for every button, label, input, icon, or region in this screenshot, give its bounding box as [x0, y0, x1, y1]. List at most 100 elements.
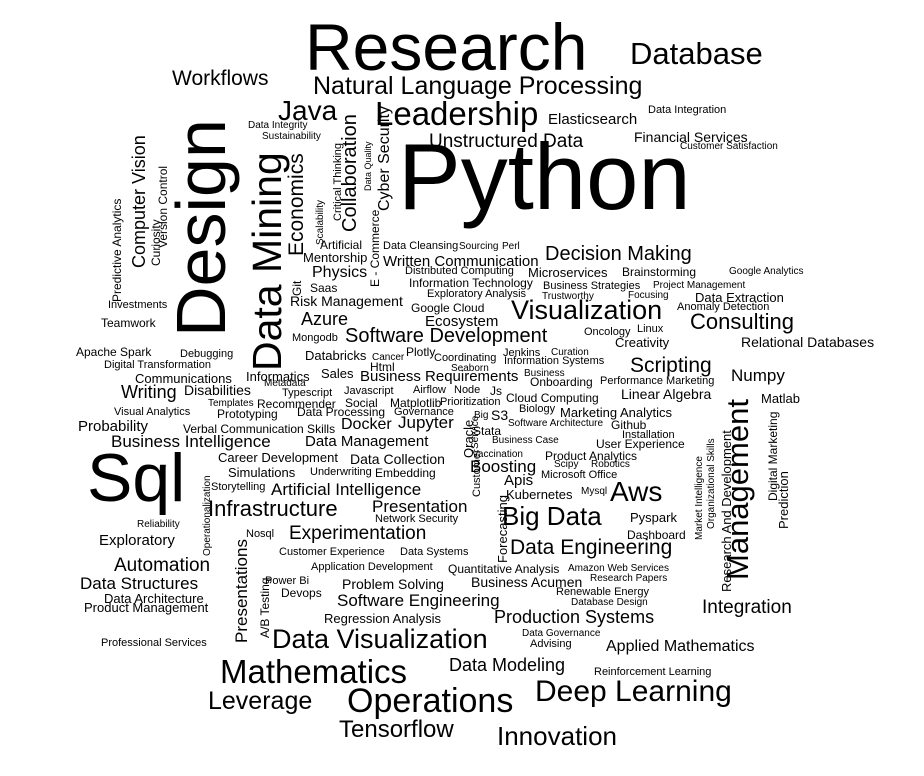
cloud-word: Problem Solving [342, 576, 444, 592]
cloud-word: Financial Services [634, 129, 748, 145]
cloud-word: Applied Mathematics [606, 638, 755, 655]
cloud-word: S3 [491, 407, 509, 423]
cloud-word: Application Development [311, 561, 433, 573]
cloud-word: Curiosity [149, 219, 163, 266]
cloud-word: Database Design [571, 597, 648, 608]
cloud-word: Templates [208, 398, 254, 409]
cloud-word: Quantitative Analysis [448, 562, 560, 576]
cloud-word: Mathematics [220, 653, 408, 690]
cloud-word: Physics [312, 264, 368, 281]
cloud-word: Cloud Computing [506, 391, 599, 405]
cloud-word: Underwriting [310, 466, 372, 478]
cloud-word: Customer Satisfaction [680, 141, 778, 152]
cloud-word: Apache Spark [76, 345, 152, 359]
cloud-word: Communications [135, 371, 232, 386]
cloud-word: Cancer [372, 352, 405, 363]
cloud-word: Pyspark [630, 510, 677, 525]
cloud-word: Sales [321, 366, 354, 381]
cloud-word: Software Development [345, 325, 548, 347]
cloud-word: Airflow [413, 384, 447, 396]
cloud-word: Sourcing [459, 241, 499, 252]
cloud-word: Deep Learning [535, 675, 732, 708]
cloud-word: Leadership [375, 95, 539, 132]
cloud-word: Visual Analytics [114, 406, 191, 418]
cloud-word: Sql [87, 440, 186, 516]
cloud-word: Customer Experience [279, 546, 385, 558]
cloud-word: Decision Making [545, 243, 692, 265]
cloud-word: Storytelling [211, 481, 266, 493]
cloud-word: Automation [114, 555, 211, 576]
cloud-word: Software Engineering [337, 591, 500, 610]
cloud-word: Power Bi [265, 575, 310, 587]
cloud-word: Boosting [470, 457, 537, 476]
cloud-word: Github [611, 418, 647, 432]
cloud-word: Production Systems [494, 607, 655, 627]
cloud-word: Aws [610, 476, 663, 507]
cloud-word: Microservices [528, 265, 608, 280]
cloud-word: Research [305, 10, 588, 84]
cloud-word: Relational Databases [741, 334, 875, 350]
cloud-word: Google Analytics [729, 266, 804, 277]
cloud-word: Biology [519, 403, 556, 415]
cloud-word: Numpy [731, 366, 785, 385]
cloud-word: Python [398, 124, 691, 229]
cloud-word: Research And Development [719, 430, 734, 592]
cloud-word: Career Development [218, 450, 338, 465]
cloud-word: Data Mining [244, 152, 290, 371]
cloud-word: Data Collection [350, 451, 445, 467]
cloud-word: Computer Vision [129, 135, 149, 268]
cloud-word: Data Governance [522, 628, 601, 639]
cloud-word: Vaccination [472, 449, 523, 460]
cloud-word: Data Extraction [695, 290, 784, 305]
cloud-word: Anomaly Detection [677, 301, 770, 313]
cloud-word: Exploratory Analysis [427, 288, 527, 300]
cloud-word: Business Strategies [543, 280, 641, 292]
cloud-word: Metadata [264, 378, 306, 389]
cloud-word: Informatics [246, 369, 310, 384]
cloud-word: Data Management [305, 433, 429, 450]
cloud-word: Stata [473, 424, 502, 438]
cloud-word: Business Acumen [471, 574, 583, 590]
cloud-word: Elasticsearch [548, 111, 638, 128]
cloud-word: Mysql [581, 486, 608, 497]
cloud-word: Sustainability [262, 131, 321, 142]
cloud-word: Cyber Security [376, 106, 393, 211]
cloud-word: Mentorship [303, 250, 368, 265]
cloud-word: Focusing [628, 290, 669, 301]
cloud-word: Distributed Computing [405, 265, 514, 277]
cloud-word: Data Systems [400, 546, 469, 558]
cloud-word: Creativity [615, 335, 670, 350]
cloud-word: Renewable Energy [556, 586, 649, 598]
cloud-word: Writing [121, 382, 177, 402]
cloud-word: Software Architecture [508, 418, 604, 429]
cloud-word: Trustworthy [542, 291, 594, 302]
cloud-word: Artificial [320, 238, 363, 252]
cloud-word: Data Quality [363, 141, 373, 191]
cloud-word: Data Engineering [510, 536, 673, 559]
cloud-word: Product Management [84, 600, 209, 615]
cloud-word: Installation [622, 429, 675, 441]
cloud-word: Investments [108, 299, 168, 311]
cloud-word: Node [454, 384, 481, 396]
cloud-word: Embedding [375, 466, 436, 480]
cloud-word: Presentation [372, 497, 468, 516]
cloud-word: Azure [301, 309, 349, 329]
cloud-word: Debugging [180, 348, 234, 360]
cloud-word: Database [630, 36, 763, 71]
cloud-word: Devops [281, 586, 322, 600]
cloud-word: Product Analytics [545, 449, 638, 463]
cloud-word: Business [524, 368, 565, 379]
cloud-word: Java [278, 95, 338, 126]
cloud-word: Databricks [305, 348, 367, 363]
cloud-word: Big [474, 410, 489, 421]
cloud-word: Recommender [257, 397, 336, 411]
cloud-word: Oncology [584, 326, 631, 338]
cloud-word: Teamwork [101, 316, 156, 330]
cloud-word: Leverage [208, 687, 313, 715]
cloud-word: Risk Management [290, 293, 403, 309]
cloud-word: Amazon Web Services [568, 563, 669, 574]
cloud-word: Docker [341, 416, 392, 433]
cloud-word: User Experience [596, 437, 685, 451]
cloud-word: Jenkins [503, 347, 541, 359]
cloud-word: Reliability [137, 519, 180, 530]
